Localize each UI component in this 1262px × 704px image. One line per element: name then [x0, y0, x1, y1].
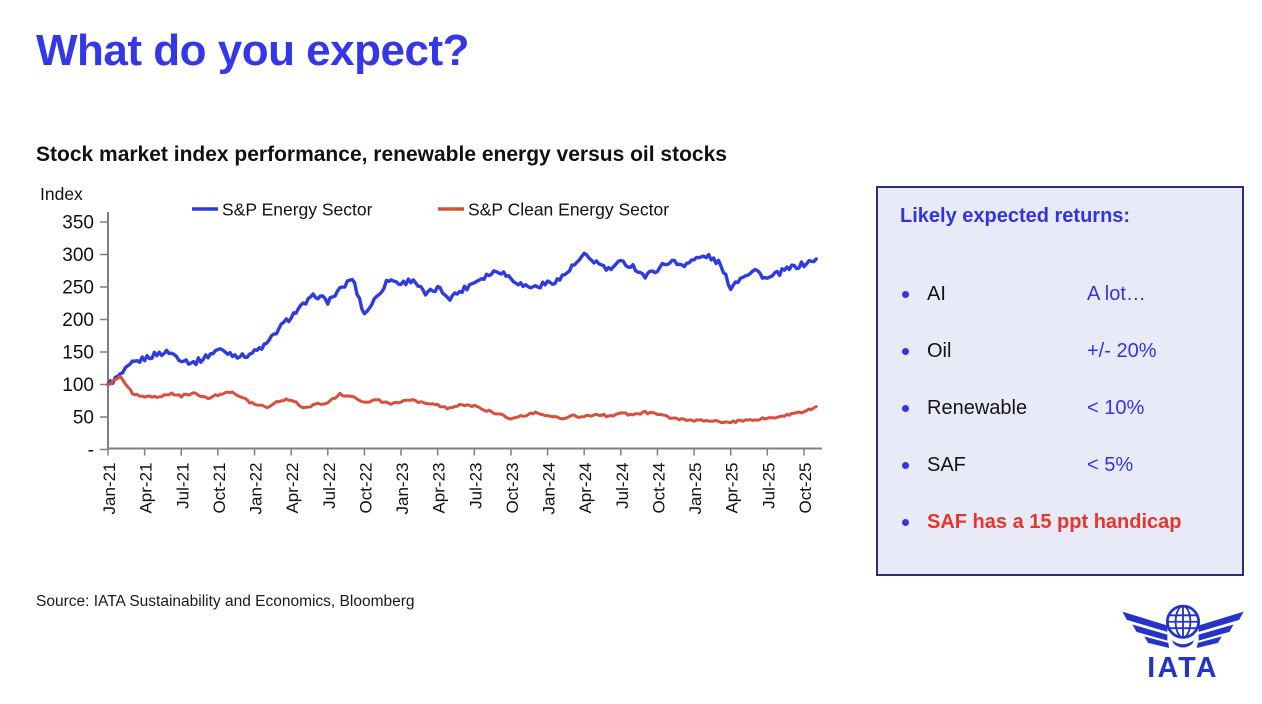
x-tick-label: Oct-22 [356, 463, 375, 514]
x-tick-label: Jul-25 [759, 463, 778, 509]
x-tick-label: Apr-25 [723, 463, 742, 514]
logo-wings [1122, 611, 1244, 648]
bullet-icon [902, 462, 909, 469]
item-value: < 5% [1087, 454, 1134, 476]
item-label: Renewable [927, 397, 1028, 419]
item-value: +/- 20% [1087, 340, 1157, 362]
y-axis-title: Index [40, 184, 83, 204]
x-tick-label: Jan-24 [540, 463, 559, 515]
x-tick-label: Jan-21 [100, 463, 119, 515]
bullet-icon [902, 291, 909, 298]
x-tick-label: Oct-21 [210, 463, 229, 514]
x-tick-label: Apr-23 [430, 463, 449, 514]
list-item-saf-handicap: SAF has a 15 ppt handicap [878, 511, 1242, 539]
y-tick-label: 100 [62, 375, 94, 396]
legend-label: S&P Clean Energy Sector [468, 200, 669, 220]
bullet-icon [902, 405, 909, 412]
x-tick-label: Jul-22 [320, 463, 339, 509]
y-tick-label: - [88, 440, 94, 461]
source-note: Source: IATA Sustainability and Economic… [36, 593, 415, 610]
legend-label: S&P Energy Sector [222, 200, 373, 220]
list-item-renewable: Renewable < 10% [878, 397, 1242, 425]
expected-returns-panel: Likely expected returns: AI A lot… Oil +… [876, 186, 1244, 576]
x-tick-label: Jan-25 [686, 463, 705, 515]
iata-logo: IATA [1122, 604, 1244, 684]
performance-chart: Index 350 300 250 200 150 100 50 -Jan-21 Apr-21 Ju… [40, 184, 822, 515]
x-tick-label: Jan-22 [247, 463, 266, 515]
item-value: A lot… [1087, 283, 1146, 305]
y-tick-label: 200 [62, 310, 94, 331]
x-tick-label: Apr-21 [137, 463, 156, 514]
list-item-oil: Oil +/- 20% [878, 340, 1242, 368]
item-value: < 10% [1087, 397, 1145, 419]
list-item-saf: SAF < 5% [878, 454, 1242, 482]
clean-energy-line [106, 374, 818, 425]
y-tick-label: 250 [62, 278, 94, 299]
x-tick-label: Jul-23 [466, 463, 485, 509]
chart-heading: Stock market index performance, renewabl… [36, 143, 727, 166]
y-tick-label: 300 [62, 245, 94, 266]
y-tick-label: 150 [62, 343, 94, 364]
x-tick-label: Oct-25 [796, 463, 815, 514]
energy-line [106, 251, 818, 387]
item-label: SAF [927, 454, 966, 476]
panel-heading: Likely expected returns: [900, 205, 1131, 227]
x-tick-label: Jan-23 [393, 463, 412, 515]
x-tick-label: Jul-21 [173, 463, 192, 509]
x-tick-label: Apr-22 [283, 463, 302, 514]
logo-wordmark: IATA [1147, 652, 1219, 684]
item-label: SAF has a 15 ppt handicap [927, 511, 1182, 533]
page-title: What do you expect? [36, 26, 469, 75]
y-tick-label: 50 [73, 408, 94, 429]
x-tick-label: Oct-23 [503, 463, 522, 514]
x-tick-label: Apr-24 [576, 463, 595, 514]
bullet-icon [902, 519, 909, 526]
list-item-ai: AI A lot… [878, 283, 1242, 311]
item-label: Oil [927, 340, 952, 362]
item-label: AI [927, 283, 946, 305]
y-tick-label: 350 [62, 213, 94, 234]
x-tick-label: Jul-24 [613, 463, 632, 509]
bullet-icon [902, 348, 909, 355]
x-tick-label: Oct-24 [649, 463, 668, 514]
